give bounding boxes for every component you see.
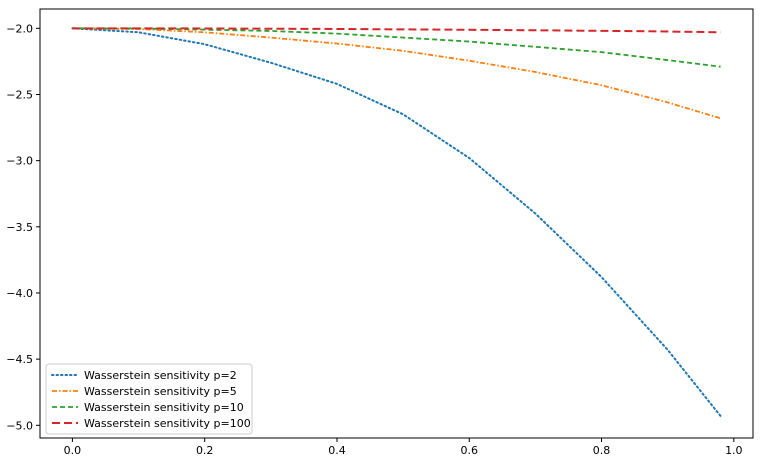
x-tick-label: 0.2 [196, 444, 214, 457]
x-tick-label: 0.0 [64, 444, 82, 457]
series-lines [71, 27, 722, 418]
legend-box [45, 363, 253, 435]
x-tick-label: 0.4 [328, 444, 346, 457]
x-axis: 0.0 0.2 0.4 0.6 0.8 1.0 [64, 438, 743, 457]
y-tick-label: −3.5 [6, 221, 33, 234]
x-tick-label: 0.8 [593, 444, 611, 457]
legend-label-0: Wasserstein sensitivity p=2 [84, 369, 237, 382]
y-tick-label: −4.5 [6, 353, 33, 366]
x-tick-label: 0.6 [461, 444, 479, 457]
y-tick-label: −4.0 [6, 287, 33, 300]
legend-label-3: Wasserstein sensitivity p=100 [84, 417, 251, 430]
y-tick-label: −5.0 [6, 419, 33, 432]
y-tick-label: −3.0 [6, 155, 33, 168]
legend: Wasserstein sensitivity p=2 Wasserstein s… [45, 363, 253, 435]
series-line-0 [71, 27, 722, 418]
legend-label-2: Wasserstein sensitivity p=10 [84, 401, 244, 414]
x-tick-label: 1.0 [725, 444, 743, 457]
y-tick-label: −2.5 [6, 88, 33, 101]
y-axis: −2.0 −2.5 −3.0 −3.5 −4.0 −4.5 −5.0 [6, 22, 40, 432]
y-tick-label: −2.0 [6, 22, 33, 35]
series-line-3 [72, 27, 721, 34]
series-line-2 [72, 27, 721, 68]
legend-label-1: Wasserstein sensitivity p=5 [84, 385, 237, 398]
